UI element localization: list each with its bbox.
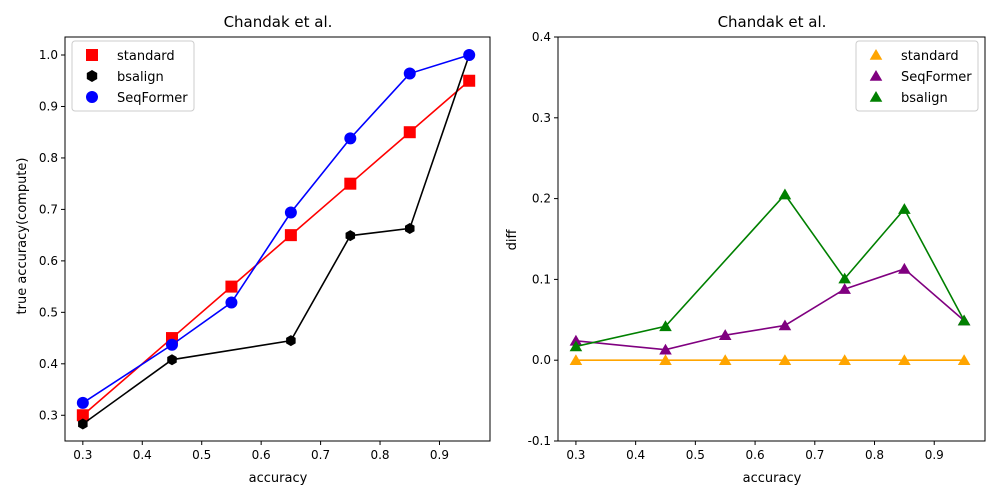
data-point-standard <box>659 354 672 365</box>
legend-label: standard <box>901 49 959 64</box>
data-point-bsalign <box>78 418 88 430</box>
legend-marker-standard <box>86 49 98 61</box>
legend: standard SeqFormer bsalign <box>855 40 979 112</box>
data-point-SeqFormer <box>569 334 583 346</box>
x-tick-label: 0.6 <box>746 448 765 462</box>
plot-frame <box>64 36 491 442</box>
legend-label: standard <box>117 49 175 64</box>
data-point-SeqFormer <box>284 206 297 219</box>
y-axis-label: true accuracy(compute) <box>15 158 30 315</box>
plot-marks <box>76 49 476 430</box>
y-tick-label: 0.1 <box>532 272 551 286</box>
legend-label: SeqFormer <box>117 91 188 106</box>
accuracy-chart-panel: Chandak et al. accuracy true accuracy(co… <box>15 13 491 486</box>
data-point-SeqFormer <box>344 132 357 145</box>
x-axis-label: accuracy <box>743 471 802 486</box>
y-tick-label: 0.4 <box>532 30 551 44</box>
data-point-standard <box>718 354 732 365</box>
data-point-standard <box>569 354 583 365</box>
x-tick-label: 0.8 <box>865 448 884 462</box>
legend-frame <box>71 40 195 112</box>
legend-marker-bsalign <box>86 70 98 82</box>
x-tick-label: 0.4 <box>626 448 645 462</box>
x-tick-label: 0.7 <box>805 448 824 462</box>
series-line-bsalign <box>82 54 470 425</box>
y-tick-label: 1.0 <box>39 48 58 62</box>
x-tick-label: 0.4 <box>133 448 152 462</box>
x-tick-label: 0.5 <box>686 448 705 462</box>
x-tick-label: 0.9 <box>925 448 944 462</box>
y-tick-label: 0.3 <box>532 111 551 125</box>
data-point-bsalign <box>898 203 911 214</box>
x-tick-label: 0.5 <box>192 448 211 462</box>
diff-chart-panel: Chandak et al. accuracy diff 0.3 0.4 0.5 0.… <box>505 13 986 486</box>
data-point-standard <box>225 280 238 293</box>
data-point-bsalign <box>404 222 415 234</box>
data-point-SeqFormer <box>165 338 178 351</box>
x-tick-label: 0.3 <box>73 448 92 462</box>
x-tick-label: 0.7 <box>311 448 330 462</box>
data-point-SeqFormer <box>225 296 238 309</box>
axis-ticks: 0.3 0.4 0.5 0.6 0.7 0.8 0.9 -0.1 0.0 0.1 0.2 0.3 0.4 <box>528 30 944 462</box>
data-point-standard <box>838 354 851 365</box>
chart-title: Chandak et al. <box>718 13 827 31</box>
data-point-standard <box>76 409 89 422</box>
y-axis-label: diff <box>505 229 520 251</box>
y-tick-label: 0.5 <box>39 305 58 319</box>
data-point-bsalign <box>345 230 356 242</box>
legend-frame <box>855 40 979 112</box>
y-tick-label: 0.9 <box>39 99 58 113</box>
legend-marker-standard <box>869 49 883 60</box>
axis-ticks: 0.3 0.4 0.5 0.6 0.7 0.8 0.9 0.3 0.4 0.5 0.6 0.7 0.8 0… <box>39 48 449 462</box>
legend-label: bsalign <box>901 91 948 106</box>
data-point-standard <box>898 354 911 365</box>
data-point-bsalign <box>778 188 792 200</box>
data-point-standard <box>957 354 971 365</box>
y-tick-label: 0.2 <box>532 192 551 206</box>
legend: standard bsalign SeqFormer <box>71 40 195 112</box>
x-tick-label: 0.9 <box>430 448 449 462</box>
y-tick-label: 0.7 <box>39 202 58 216</box>
data-point-SeqFormer <box>778 319 792 331</box>
x-tick-label: 0.8 <box>370 448 389 462</box>
data-point-bsalign <box>659 320 672 332</box>
data-point-standard <box>463 74 476 87</box>
legend-marker-bsalign <box>869 91 883 102</box>
data-point-SeqFormer <box>898 262 911 274</box>
data-point-SeqFormer <box>838 283 851 294</box>
legend-marker-SeqFormer <box>869 70 883 81</box>
y-tick-label: 0.3 <box>39 408 58 422</box>
data-point-SeqFormer <box>463 49 476 62</box>
y-tick-label: -0.1 <box>528 434 551 448</box>
data-point-bsalign <box>838 272 851 284</box>
data-point-bsalign <box>167 354 177 366</box>
data-point-bsalign <box>286 335 296 347</box>
y-tick-label: 0.6 <box>39 254 58 268</box>
legend-marker-SeqFormer <box>86 91 98 103</box>
plot-frame <box>557 36 986 442</box>
legend-label: SeqFormer <box>901 70 972 85</box>
data-point-standard <box>284 229 297 242</box>
x-axis-label: accuracy <box>249 471 308 486</box>
y-tick-label: 0.4 <box>39 357 58 371</box>
series-line-SeqFormer <box>575 267 965 351</box>
x-tick-label: 0.3 <box>566 448 585 462</box>
data-point-bsalign <box>569 340 583 352</box>
data-point-bsalign <box>957 314 971 326</box>
x-tick-label: 0.6 <box>252 448 271 462</box>
series-line-bsalign <box>575 193 965 348</box>
data-point-SeqFormer <box>76 396 89 409</box>
y-tick-label: 0.8 <box>39 151 58 165</box>
data-point-SeqFormer <box>659 343 672 355</box>
data-point-standard <box>344 177 357 190</box>
data-point-standard <box>403 126 416 139</box>
legend-label: bsalign <box>117 70 164 85</box>
chart-title: Chandak et al. <box>224 13 333 31</box>
y-tick-label: 0.0 <box>532 353 551 367</box>
data-point-SeqFormer <box>718 329 732 340</box>
data-point-SeqFormer <box>403 67 416 80</box>
data-point-standard <box>778 354 792 365</box>
plot-marks <box>569 188 971 365</box>
